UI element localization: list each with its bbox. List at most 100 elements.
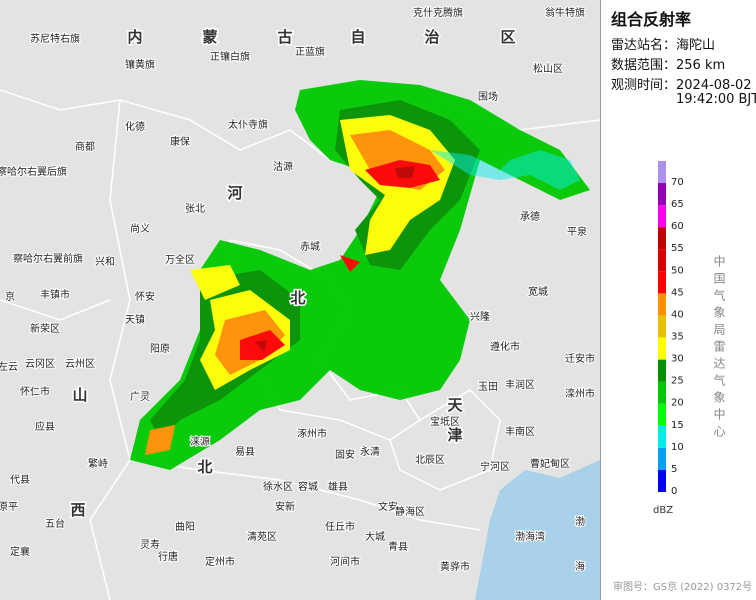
place-label: 察哈尔右翼前旗	[13, 252, 83, 265]
range-label: 数据范围：	[611, 58, 677, 73]
legend-swatch	[658, 183, 666, 206]
legend-swatch	[658, 447, 666, 470]
place-label: 定州市	[205, 555, 235, 568]
place-label: 克什克腾旗	[413, 6, 463, 19]
range-value: 256 km	[676, 58, 726, 73]
place-label: 太仆寺旗	[228, 118, 268, 131]
info-panel: 组合反射率 雷达站名：海陀山 数据范围：256 km 观测时间：2024-08-…	[600, 0, 756, 600]
place-label: 赤城	[300, 241, 320, 253]
place-label: 海	[575, 560, 585, 573]
place-label: 静海区	[395, 505, 425, 518]
place-label: 宽城	[528, 285, 548, 298]
place-label: 镶黄旗	[125, 58, 155, 71]
place-label: 任丘市	[325, 520, 355, 533]
place-label: 徐水区	[263, 480, 293, 493]
legend-tick-label: 0	[671, 486, 677, 497]
place-label: 五台	[45, 517, 65, 530]
place-label: 康保	[170, 135, 190, 148]
place-label: 张北	[185, 203, 205, 215]
place-label: 滦州市	[565, 387, 595, 400]
place-label: 治	[424, 28, 439, 46]
place-label: 围场	[478, 90, 498, 103]
place-label: 河	[227, 184, 242, 202]
place-label: 涿州市	[297, 427, 327, 440]
legend-swatch	[658, 293, 666, 316]
place-label: 尚义	[130, 222, 150, 235]
place-label: 渤	[575, 515, 585, 528]
place-label: 苏尼特右旗	[30, 32, 80, 45]
place-label: 云州区	[65, 358, 95, 370]
place-label: 曲阳	[175, 521, 195, 533]
place-label: 宝坻区	[430, 415, 460, 428]
legend-tick-label: 40	[671, 309, 684, 320]
legend-swatch	[658, 227, 666, 250]
place-label: 兴隆	[470, 310, 490, 323]
time-label: 观测时间：	[611, 78, 677, 93]
place-label: 商都	[75, 140, 95, 153]
place-label: 容城	[298, 480, 318, 493]
legend-tick-label: 50	[671, 265, 684, 276]
place-label: 定襄	[10, 545, 30, 558]
place-label: 灵寿	[140, 538, 160, 551]
place-label: 正蓝旗	[295, 45, 325, 58]
legend-swatch	[658, 249, 666, 272]
place-label: 玉田	[478, 382, 498, 393]
place-label: 曹妃甸区	[530, 457, 570, 470]
legend-swatch	[658, 469, 666, 492]
legend-tick-label: 45	[671, 287, 684, 298]
place-label: 承德	[520, 210, 540, 223]
time-value: 19:42:00 BJT	[676, 92, 756, 107]
place-label: 繁峙	[88, 457, 108, 470]
place-label: 雄县	[328, 480, 348, 493]
place-label: 永清	[360, 445, 380, 458]
place-label: 遵化市	[490, 340, 520, 353]
place-label: 松山区	[533, 62, 563, 75]
station-value: 海陀山	[676, 38, 716, 53]
legend-tick-label: 30	[671, 354, 684, 365]
place-label: 丰润区	[505, 378, 535, 391]
sea	[475, 460, 600, 600]
place-label: 北	[290, 289, 305, 307]
place-label: 黄骅市	[440, 560, 470, 573]
place-label: 西	[70, 501, 85, 519]
legend-tick-label: 70	[671, 177, 684, 188]
place-label: 丰南区	[505, 425, 535, 438]
place-label: 天镇	[125, 313, 145, 326]
place-label: 易县	[235, 446, 255, 458]
legend-tick-label: 10	[671, 442, 684, 453]
place-label: 迁安市	[565, 352, 595, 365]
place-label: 兴和	[95, 256, 115, 268]
place-label: 丰镇市	[40, 288, 70, 301]
station-row: 雷达站名：海陀山	[611, 34, 715, 53]
legend-tick-label: 25	[671, 376, 684, 387]
place-label: 平泉	[567, 225, 587, 238]
place-label: 文安	[378, 500, 398, 513]
place-label: 河间市	[330, 555, 360, 568]
place-label: 固安	[335, 448, 355, 461]
place-label: 古	[277, 28, 292, 46]
place-label: 察哈尔右翼后旗	[0, 165, 67, 178]
place-label: 云冈区	[25, 358, 55, 370]
place-label: 京	[5, 290, 15, 303]
place-label: 自	[350, 28, 365, 46]
radar-echoes	[130, 80, 590, 470]
legend-swatch	[658, 381, 666, 404]
legend-tick-label: 35	[671, 332, 684, 343]
place-label: 新荣区	[30, 322, 60, 335]
place-label: 怀安	[135, 290, 155, 303]
place-label: 原平	[0, 501, 18, 513]
place-label: 代县	[10, 474, 30, 486]
map-approval: 审图号：GS京 (2022) 0372号	[613, 582, 753, 593]
place-label: 大城	[365, 530, 385, 543]
legend-unit: dBZ	[653, 505, 674, 516]
date-value: 2024-08-02	[676, 78, 752, 93]
place-label: 山	[72, 386, 87, 404]
place-label: 区	[500, 28, 515, 46]
place-label: 正镶白旗	[210, 50, 250, 63]
legend-swatch	[658, 403, 666, 426]
place-label: 内	[127, 28, 142, 46]
place-label: 翁牛特旗	[545, 6, 585, 19]
legend-swatch	[658, 359, 666, 382]
product-title: 组合反射率	[611, 10, 692, 29]
legend-swatch	[658, 205, 666, 228]
